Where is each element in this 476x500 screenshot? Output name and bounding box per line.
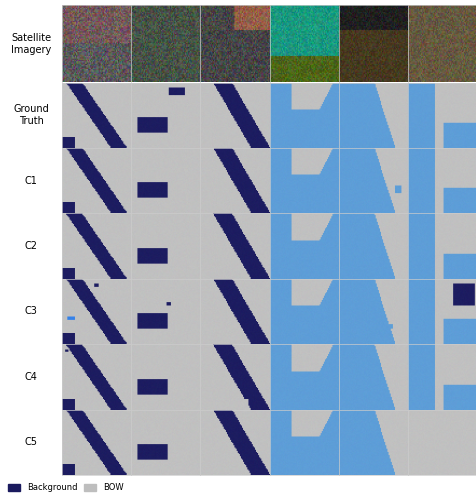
Text: Ground
Truth: Ground Truth [13,104,49,126]
Text: Satellite
Imagery: Satellite Imagery [11,33,51,54]
Text: C1: C1 [25,176,37,186]
Text: C2: C2 [24,241,38,251]
Text: C4: C4 [25,372,37,382]
Text: C5: C5 [24,438,38,448]
Legend: Background, BOW: Background, BOW [4,480,127,496]
Text: C3: C3 [25,306,37,316]
